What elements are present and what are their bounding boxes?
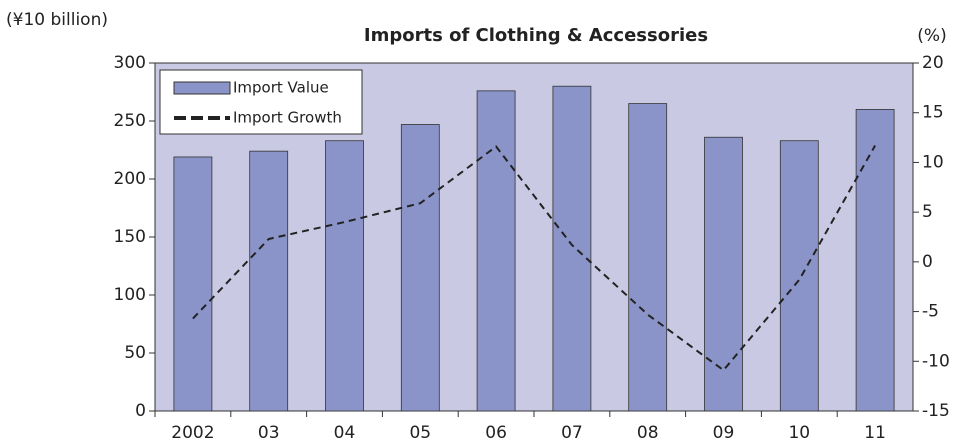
- x-tick-label: 07: [561, 423, 583, 443]
- y2-tick-label: 10: [922, 152, 944, 172]
- y2-tick-label: 0: [922, 252, 933, 272]
- bar: [779, 140, 819, 412]
- x-tick-label: 05: [409, 423, 431, 443]
- chart-title: Imports of Clothing & Accessories: [364, 25, 708, 46]
- bar: [704, 136, 743, 412]
- y-tick-label: 300: [114, 53, 146, 73]
- y-tick-label: 250: [114, 111, 146, 131]
- y-tick-label: 100: [114, 285, 146, 305]
- bar: [173, 156, 213, 412]
- y-tick-label: 50: [124, 343, 146, 363]
- bar: [855, 109, 895, 412]
- y-tick-label: 150: [114, 227, 146, 247]
- bar: [476, 90, 516, 412]
- x-tick-label: 11: [864, 423, 886, 443]
- y-tick-label: 200: [114, 169, 146, 189]
- line: [192, 145, 876, 372]
- bar: [628, 103, 668, 412]
- legend-label: Import Growth: [233, 109, 342, 127]
- legend-swatch: [173, 81, 231, 95]
- y2-tick-label: 15: [922, 103, 944, 123]
- y2-tick-label: -10: [922, 351, 950, 371]
- bar: [249, 150, 289, 412]
- y-axis-label: (¥10 billion): [6, 10, 108, 30]
- y2-tick-label: -5: [922, 302, 939, 322]
- x-tick-label: 06: [485, 423, 507, 443]
- x-tick-label: 03: [258, 423, 280, 443]
- y2-axis-label: (%): [917, 26, 946, 46]
- bar: [400, 124, 440, 412]
- x-tick-label: 08: [637, 423, 659, 443]
- bar: [325, 140, 364, 412]
- y-tick-label: 0: [135, 401, 146, 421]
- x-tick-label: 09: [713, 423, 735, 443]
- x-tick-label: 2002: [171, 423, 214, 443]
- legend-label: Import Value: [233, 79, 329, 97]
- x-tick-label: 10: [788, 423, 810, 443]
- legend-box: [159, 69, 363, 135]
- x-tick-label: 04: [334, 423, 356, 443]
- y2-tick-label: -15: [922, 401, 950, 421]
- y2-tick-label: 5: [922, 202, 933, 222]
- bar: [552, 85, 592, 412]
- y2-tick-label: 20: [922, 53, 944, 73]
